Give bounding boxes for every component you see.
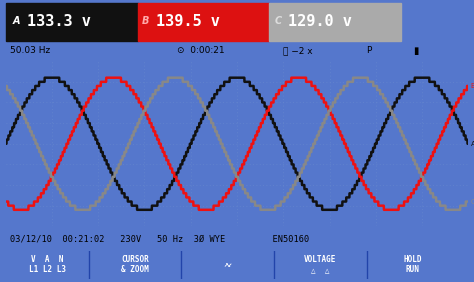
- Text: C: C: [471, 199, 474, 204]
- Bar: [137, 3, 269, 41]
- Text: P: P: [366, 46, 372, 55]
- Text: ⊙  0:00:21: ⊙ 0:00:21: [177, 46, 225, 55]
- Text: A: A: [13, 16, 20, 26]
- Text: A: A: [471, 141, 474, 147]
- Text: ⌕ −2 x: ⌕ −2 x: [283, 46, 313, 55]
- Text: B: B: [142, 16, 149, 26]
- Text: 129.0 v: 129.0 v: [288, 14, 352, 29]
- Bar: [269, 3, 401, 41]
- Bar: [6, 3, 137, 41]
- Text: B: B: [471, 83, 474, 89]
- Text: HOLD
RUN: HOLD RUN: [403, 255, 422, 274]
- Text: CURSOR
& ZOOM: CURSOR & ZOOM: [121, 255, 149, 274]
- Text: V  A  N
L1 L2 L3: V A N L1 L2 L3: [29, 255, 66, 274]
- Text: 50.03 Hz: 50.03 Hz: [10, 46, 51, 55]
- Text: ↗↙: ↗↙: [223, 260, 232, 269]
- Text: C: C: [275, 16, 282, 26]
- Text: 133.3 v: 133.3 v: [27, 14, 91, 29]
- Text: VOLTAGE
△  △: VOLTAGE △ △: [304, 255, 337, 274]
- Text: 139.5 v: 139.5 v: [156, 14, 220, 29]
- Text: ▮: ▮: [413, 46, 418, 56]
- Text: 03/12/10  00:21:02   230V   50 Hz  3Ø WYE         EN50160: 03/12/10 00:21:02 230V 50 Hz 3Ø WYE EN50…: [10, 234, 310, 243]
